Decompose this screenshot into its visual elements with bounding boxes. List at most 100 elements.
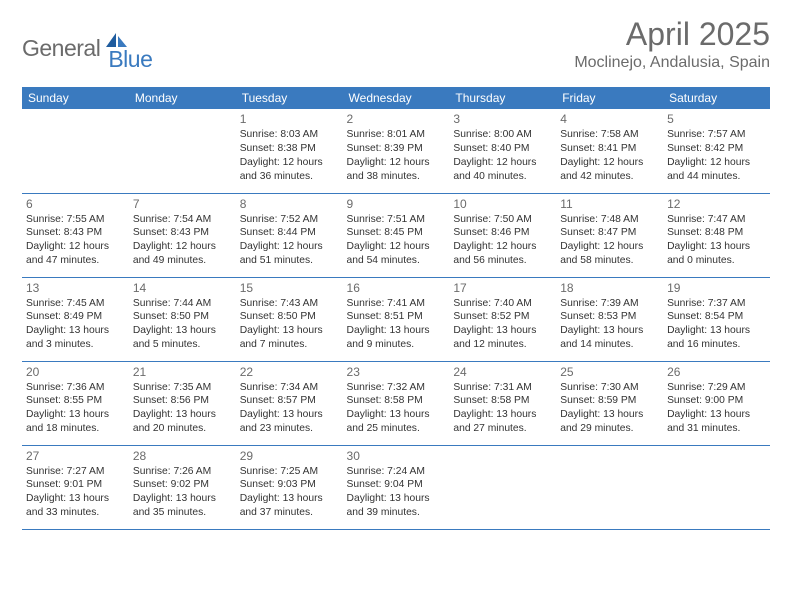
day-number: 11 — [560, 197, 657, 211]
calendar-page: General Blue April 2025 Moclinejo, Andal… — [0, 0, 792, 612]
day-number: 4 — [560, 112, 657, 126]
day-cell: 10 Sunrise: 7:50 AMSunset: 8:46 PMDayligh… — [449, 193, 556, 277]
day-info: Sunrise: 7:44 AMSunset: 8:50 PMDaylight:… — [133, 297, 230, 353]
dayhead-thursday: Thursday — [449, 87, 556, 109]
day-number: 27 — [26, 449, 123, 463]
day-info: Sunrise: 7:36 AMSunset: 8:55 PMDaylight:… — [26, 381, 123, 437]
day-cell: 16 Sunrise: 7:41 AMSunset: 8:51 PMDayligh… — [343, 277, 450, 361]
day-cell: 19 Sunrise: 7:37 AMSunset: 8:54 PMDayligh… — [663, 277, 770, 361]
day-info: Sunrise: 7:39 AMSunset: 8:53 PMDaylight:… — [560, 297, 657, 353]
day-number: 25 — [560, 365, 657, 379]
day-number: 22 — [240, 365, 337, 379]
day-number: 23 — [347, 365, 444, 379]
day-number: 19 — [667, 281, 764, 295]
day-number: 24 — [453, 365, 550, 379]
dayhead-saturday: Saturday — [663, 87, 770, 109]
logo-text-general: General — [22, 35, 100, 62]
day-cell: 2 Sunrise: 8:01 AMSunset: 8:39 PMDaylight… — [343, 109, 450, 193]
day-cell: 30 Sunrise: 7:24 AMSunset: 9:04 PMDayligh… — [343, 445, 450, 529]
day-number: 13 — [26, 281, 123, 295]
day-number: 9 — [347, 197, 444, 211]
day-cell: 3 Sunrise: 8:00 AMSunset: 8:40 PMDaylight… — [449, 109, 556, 193]
day-number: 5 — [667, 112, 764, 126]
empty-cell — [129, 109, 236, 193]
empty-cell — [22, 109, 129, 193]
day-number: 6 — [26, 197, 123, 211]
day-info: Sunrise: 7:30 AMSunset: 8:59 PMDaylight:… — [560, 381, 657, 437]
header-right: April 2025 Moclinejo, Andalusia, Spain — [574, 18, 770, 72]
day-info: Sunrise: 7:25 AMSunset: 9:03 PMDaylight:… — [240, 465, 337, 521]
day-cell: 1 Sunrise: 8:03 AMSunset: 8:38 PMDaylight… — [236, 109, 343, 193]
day-info: Sunrise: 7:57 AMSunset: 8:42 PMDaylight:… — [667, 128, 764, 184]
day-cell: 15 Sunrise: 7:43 AMSunset: 8:50 PMDayligh… — [236, 277, 343, 361]
day-cell: 14 Sunrise: 7:44 AMSunset: 8:50 PMDayligh… — [129, 277, 236, 361]
day-info: Sunrise: 7:31 AMSunset: 8:58 PMDaylight:… — [453, 381, 550, 437]
day-info: Sunrise: 7:24 AMSunset: 9:04 PMDaylight:… — [347, 465, 444, 521]
day-number: 10 — [453, 197, 550, 211]
empty-cell — [449, 445, 556, 529]
logo: General Blue — [22, 24, 152, 73]
day-info: Sunrise: 7:37 AMSunset: 8:54 PMDaylight:… — [667, 297, 764, 353]
day-cell: 28Sunrise: 7:26 AMSunset: 9:02 PMDayligh… — [129, 445, 236, 529]
day-cell: 20 Sunrise: 7:36 AMSunset: 8:55 PMDayligh… — [22, 361, 129, 445]
day-number: 1 — [240, 112, 337, 126]
location-text: Moclinejo, Andalusia, Spain — [574, 54, 770, 72]
day-number: 18 — [560, 281, 657, 295]
day-info: Sunrise: 7:43 AMSunset: 8:50 PMDaylight:… — [240, 297, 337, 353]
day-info: Sunrise: 8:01 AMSunset: 8:39 PMDaylight:… — [347, 128, 444, 184]
day-info: Sunrise: 7:50 AMSunset: 8:46 PMDaylight:… — [453, 213, 550, 269]
day-info: Sunrise: 7:45 AMSunset: 8:49 PMDaylight:… — [26, 297, 123, 353]
day-number: 17 — [453, 281, 550, 295]
dayhead-monday: Monday — [129, 87, 236, 109]
day-number: 7 — [133, 197, 230, 211]
week-row: 1 Sunrise: 8:03 AMSunset: 8:38 PMDaylight… — [22, 109, 770, 193]
day-number: 3 — [453, 112, 550, 126]
day-cell: 12Sunrise: 7:47 AMSunset: 8:48 PMDayligh… — [663, 193, 770, 277]
day-cell: 18 Sunrise: 7:39 AMSunset: 8:53 PMDayligh… — [556, 277, 663, 361]
empty-cell — [663, 445, 770, 529]
day-number: 2 — [347, 112, 444, 126]
day-cell: 24 Sunrise: 7:31 AMSunset: 8:58 PMDayligh… — [449, 361, 556, 445]
day-info: Sunrise: 7:40 AMSunset: 8:52 PMDaylight:… — [453, 297, 550, 353]
week-row: 13 Sunrise: 7:45 AMSunset: 8:49 PMDayligh… — [22, 277, 770, 361]
day-info: Sunrise: 7:47 AMSunset: 8:48 PMDaylight:… — [667, 213, 764, 269]
day-info: Sunrise: 7:58 AMSunset: 8:41 PMDaylight:… — [560, 128, 657, 184]
day-cell: 6 Sunrise: 7:55 AMSunset: 8:43 PMDaylight… — [22, 193, 129, 277]
empty-cell — [556, 445, 663, 529]
day-info: Sunrise: 7:55 AMSunset: 8:43 PMDaylight:… — [26, 213, 123, 269]
day-info: Sunrise: 7:35 AMSunset: 8:56 PMDaylight:… — [133, 381, 230, 437]
week-row: 20 Sunrise: 7:36 AMSunset: 8:55 PMDayligh… — [22, 361, 770, 445]
day-info: Sunrise: 7:34 AMSunset: 8:57 PMDaylight:… — [240, 381, 337, 437]
day-info: Sunrise: 7:52 AMSunset: 8:44 PMDaylight:… — [240, 213, 337, 269]
day-info: Sunrise: 7:29 AMSunset: 9:00 PMDaylight:… — [667, 381, 764, 437]
day-info: Sunrise: 7:51 AMSunset: 8:45 PMDaylight:… — [347, 213, 444, 269]
day-info: Sunrise: 7:41 AMSunset: 8:51 PMDaylight:… — [347, 297, 444, 353]
day-cell: 11Sunrise: 7:48 AMSunset: 8:47 PMDayligh… — [556, 193, 663, 277]
day-info: Sunrise: 7:32 AMSunset: 8:58 PMDaylight:… — [347, 381, 444, 437]
day-cell: 8 Sunrise: 7:52 AMSunset: 8:44 PMDaylight… — [236, 193, 343, 277]
day-number: 28 — [133, 449, 230, 463]
day-info: Sunrise: 8:03 AMSunset: 8:38 PMDaylight:… — [240, 128, 337, 184]
day-cell: 27 Sunrise: 7:27 AMSunset: 9:01 PMDayligh… — [22, 445, 129, 529]
day-number: 14 — [133, 281, 230, 295]
day-number: 15 — [240, 281, 337, 295]
week-row: 6 Sunrise: 7:55 AMSunset: 8:43 PMDaylight… — [22, 193, 770, 277]
day-number: 16 — [347, 281, 444, 295]
day-cell: 17 Sunrise: 7:40 AMSunset: 8:52 PMDayligh… — [449, 277, 556, 361]
day-number: 21 — [133, 365, 230, 379]
dayhead-friday: Friday — [556, 87, 663, 109]
calendar-body: 1 Sunrise: 8:03 AMSunset: 8:38 PMDaylight… — [22, 109, 770, 529]
day-number: 20 — [26, 365, 123, 379]
day-info: Sunrise: 7:27 AMSunset: 9:01 PMDaylight:… — [26, 465, 123, 521]
calendar-table: Sunday Monday Tuesday Wednesday Thursday… — [22, 87, 770, 530]
day-cell: 9 Sunrise: 7:51 AMSunset: 8:45 PMDaylight… — [343, 193, 450, 277]
day-number: 30 — [347, 449, 444, 463]
day-cell: 23 Sunrise: 7:32 AMSunset: 8:58 PMDayligh… — [343, 361, 450, 445]
day-number: 8 — [240, 197, 337, 211]
dayhead-row: Sunday Monday Tuesday Wednesday Thursday… — [22, 87, 770, 109]
week-row: 27 Sunrise: 7:27 AMSunset: 9:01 PMDayligh… — [22, 445, 770, 529]
day-cell: 4 Sunrise: 7:58 AMSunset: 8:41 PMDaylight… — [556, 109, 663, 193]
day-cell: 13 Sunrise: 7:45 AMSunset: 8:49 PMDayligh… — [22, 277, 129, 361]
dayhead-tuesday: Tuesday — [236, 87, 343, 109]
day-info: Sunrise: 8:00 AMSunset: 8:40 PMDaylight:… — [453, 128, 550, 184]
